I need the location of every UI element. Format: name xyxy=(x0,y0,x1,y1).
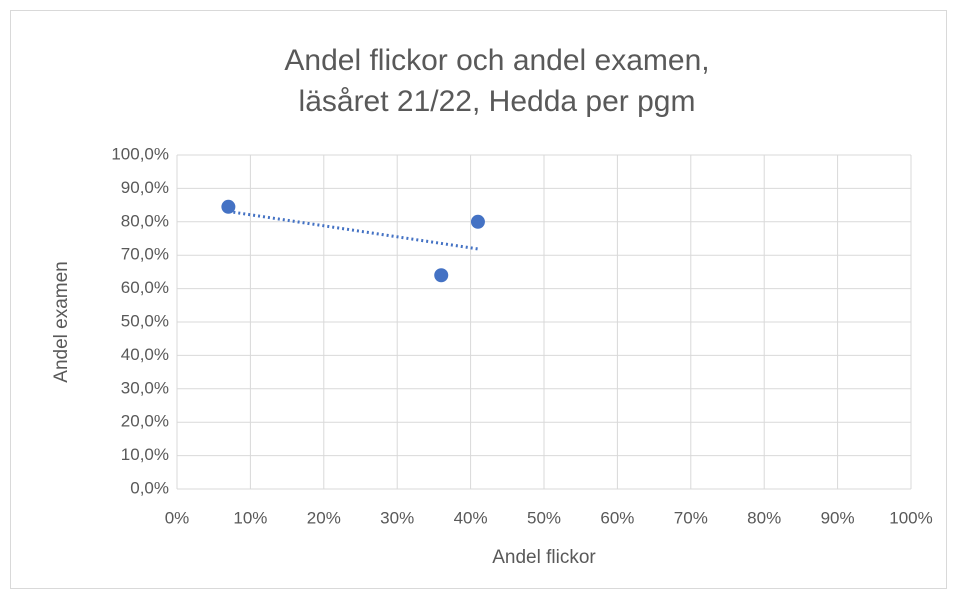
x-tick-label: 100% xyxy=(889,508,932,527)
chart-title: Andel flickor och andel examen, xyxy=(284,44,709,77)
y-tick-label: 70,0% xyxy=(121,245,169,264)
point xyxy=(221,199,236,214)
y-tick-label: 20,0% xyxy=(121,412,169,431)
y-tick-label: 10,0% xyxy=(121,445,169,464)
y-axis-title: Andel examen xyxy=(51,261,72,382)
x-tick-label: 80% xyxy=(747,508,781,527)
y-tick-label: 0,0% xyxy=(130,478,169,497)
point xyxy=(434,268,449,283)
x-tick-label: 30% xyxy=(380,508,414,527)
x-tick-label: 50% xyxy=(527,508,561,527)
y-tick-label: 90,0% xyxy=(121,178,169,197)
x-tick-label: 10% xyxy=(233,508,267,527)
x-tick-label: 0% xyxy=(165,508,190,527)
x-tick-label: 20% xyxy=(307,508,341,527)
y-tick-label: 30,0% xyxy=(121,378,169,397)
y-tick-label: 100,0% xyxy=(111,144,169,163)
x-axis-title: Andel flickor xyxy=(492,547,596,568)
y-tick-label: 40,0% xyxy=(121,345,169,364)
trendline xyxy=(228,209,479,251)
x-tick-label: 70% xyxy=(674,508,708,527)
x-tick-label: 40% xyxy=(454,508,488,527)
chart-border xyxy=(10,10,947,589)
chart-title: läsåret 21/22, Hedda per pgm xyxy=(299,85,696,118)
point xyxy=(470,214,485,229)
x-tick-label: 90% xyxy=(821,508,855,527)
y-tick-label: 50,0% xyxy=(121,311,169,330)
y-tick-label: 60,0% xyxy=(121,278,169,297)
x-tick-label: 60% xyxy=(600,508,634,527)
y-tick-label: 80,0% xyxy=(121,211,169,230)
